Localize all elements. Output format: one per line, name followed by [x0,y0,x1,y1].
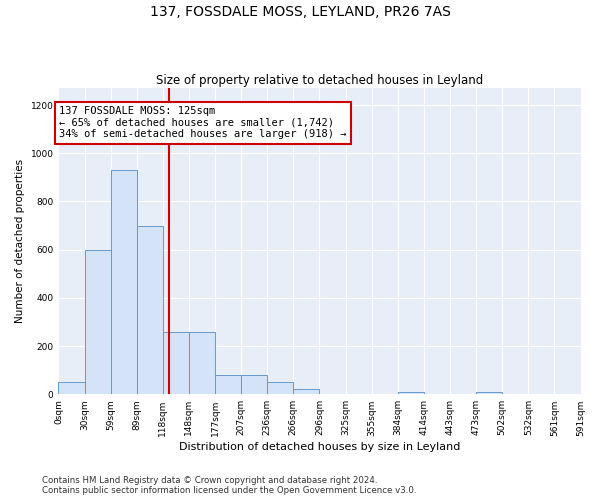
Bar [267,382,293,394]
Bar [215,375,241,394]
Bar [241,375,267,394]
Bar [85,250,110,394]
Text: 137 FOSSDALE MOSS: 125sqm
← 65% of detached houses are smaller (1,742)
34% of se: 137 FOSSDALE MOSS: 125sqm ← 65% of detac… [59,106,346,140]
Bar [476,392,502,394]
Bar [58,382,85,394]
Y-axis label: Number of detached properties: Number of detached properties [15,159,25,324]
Title: Size of property relative to detached houses in Leyland: Size of property relative to detached ho… [156,74,483,87]
Bar [163,332,189,394]
Bar [398,392,424,394]
Text: Contains HM Land Registry data © Crown copyright and database right 2024.
Contai: Contains HM Land Registry data © Crown c… [42,476,416,495]
Bar [293,390,319,394]
Bar [110,170,137,394]
X-axis label: Distribution of detached houses by size in Leyland: Distribution of detached houses by size … [179,442,460,452]
Text: 137, FOSSDALE MOSS, LEYLAND, PR26 7AS: 137, FOSSDALE MOSS, LEYLAND, PR26 7AS [149,5,451,19]
Bar [137,226,163,394]
Bar [189,332,215,394]
